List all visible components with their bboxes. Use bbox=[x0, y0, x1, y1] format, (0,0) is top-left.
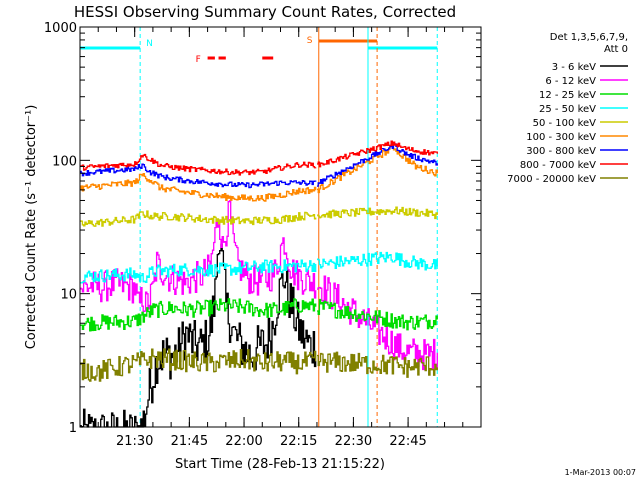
series-12-25-kev-post-gap bbox=[317, 298, 438, 331]
series-12-25-kev-pre-gap bbox=[80, 298, 317, 332]
series-800-7000-kev-pre-gap bbox=[80, 153, 317, 176]
series-7000-20000-kev-pre-gap bbox=[80, 348, 317, 382]
series-25-50-kev-pre-gap bbox=[80, 259, 317, 284]
series-25-50-kev-post-gap bbox=[317, 251, 438, 271]
y-tick-label: 10 bbox=[60, 288, 77, 303]
legend-entry-label: 100 - 300 keV bbox=[526, 132, 596, 143]
legend-header-line2: Att 0 bbox=[604, 44, 628, 55]
x-axis: 21:30 21:45 22:00 22:15 22:30 22:45 bbox=[79, 27, 482, 449]
legend-entry-label: 800 - 7000 keV bbox=[520, 160, 596, 171]
saa-flag-label: S bbox=[307, 36, 313, 46]
legend-header-line1: Det 1,3,5,6,7,9, bbox=[550, 32, 628, 43]
legend: Det 1,3,5,6,7,9,Att 0 3 - 6 keV 6 - 12 keV… bbox=[507, 32, 628, 185]
series-800-7000-kev-post-gap bbox=[317, 140, 438, 168]
legend-entry-label: 6 - 12 keV bbox=[545, 76, 596, 87]
legend-entry-label: 50 - 100 keV bbox=[533, 118, 597, 129]
series-50-100-kev-pre-gap bbox=[80, 210, 317, 227]
series-50-100-kev-post-gap bbox=[317, 206, 438, 220]
x-tick-label: 21:30 bbox=[116, 434, 153, 449]
series-7000-20000-kev-post-gap bbox=[317, 351, 438, 378]
x-tick-label: 22:45 bbox=[389, 434, 426, 449]
series-300-800-kev-post-gap bbox=[317, 143, 438, 187]
night-flag-label: N bbox=[146, 39, 153, 49]
y-tick-label: 1 bbox=[69, 421, 77, 436]
legend-entry-label: 25 - 50 keV bbox=[539, 104, 596, 115]
legend-entry-label: 7000 - 20000 keV bbox=[507, 174, 596, 185]
x-tick-label: 21:45 bbox=[171, 434, 208, 449]
x-tick-label: 22:30 bbox=[335, 434, 372, 449]
series-300-800-kev-pre-gap bbox=[80, 163, 317, 189]
x-tick-label: 22:15 bbox=[280, 434, 317, 449]
series-6-12-kev-pre-gap bbox=[80, 200, 317, 313]
chart-title: HESSI Observing Summary Count Rates, Cor… bbox=[74, 3, 456, 21]
flag-bars: N S F bbox=[80, 27, 438, 427]
y-axis: 1 10 100 1000 bbox=[44, 21, 481, 436]
legend-entry-label: 300 - 800 keV bbox=[526, 146, 596, 157]
x-tick-label: 22:00 bbox=[225, 434, 262, 449]
x-axis-label: Start Time (28-Feb-13 21:15:22) bbox=[175, 457, 385, 472]
y-axis-label: Corrected Count Rate (s⁻¹ detector⁻¹) bbox=[24, 105, 39, 350]
data-series bbox=[80, 140, 438, 428]
legend-entry-label: 3 - 6 keV bbox=[552, 62, 596, 73]
y-tick-label: 100 bbox=[52, 154, 77, 169]
footer-timestamp: 1-Mar-2013 00:07 bbox=[565, 468, 636, 477]
flare-flag-label: F bbox=[196, 55, 201, 65]
series-3-6-kev-pre-gap bbox=[80, 243, 317, 428]
series-100-300-kev-pre-gap bbox=[80, 173, 317, 202]
legend-entry-label: 12 - 25 keV bbox=[539, 90, 596, 101]
y-tick-label: 1000 bbox=[44, 21, 77, 36]
